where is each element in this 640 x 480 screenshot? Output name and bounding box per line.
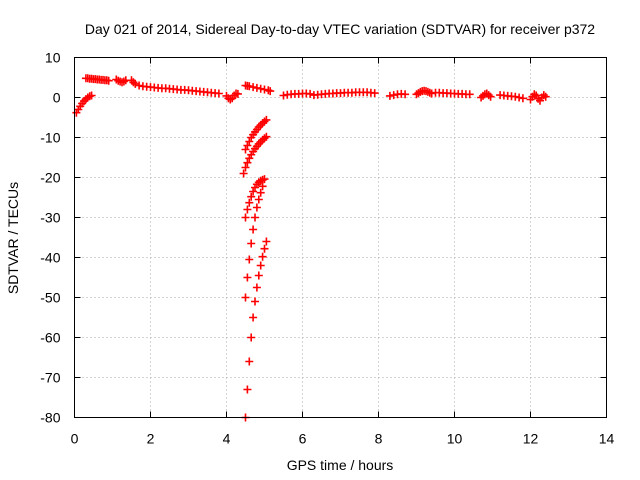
data-point	[251, 297, 259, 306]
series-arc-19	[241, 237, 271, 422]
data-point	[233, 89, 242, 98]
data-point	[256, 188, 265, 197]
x-tick-label: 4	[223, 431, 231, 447]
data-point	[245, 198, 254, 207]
data-point	[247, 239, 256, 248]
x-axis-label: GPS time / hours	[287, 457, 394, 473]
data-point	[251, 213, 259, 222]
data-point	[370, 89, 379, 98]
data-point	[243, 141, 252, 150]
data-point	[241, 163, 250, 172]
series-arc-18	[241, 182, 267, 302]
data-point	[249, 313, 258, 322]
data-point	[266, 87, 275, 96]
x-tick-label: 6	[299, 431, 307, 447]
data-point	[131, 79, 140, 88]
data-point	[260, 244, 269, 253]
data-point	[262, 115, 271, 124]
data-point	[254, 271, 263, 280]
data-point	[252, 283, 261, 292]
data-point	[258, 182, 267, 191]
chart-title: Day 021 of 2014, Sidereal Day-to-day VTE…	[85, 21, 595, 37]
y-tick-label: -60	[40, 330, 60, 346]
data-point	[401, 90, 410, 99]
data-point	[541, 92, 550, 101]
data-point	[245, 357, 254, 366]
plot-frame	[74, 57, 607, 418]
series-arc-6	[241, 81, 275, 96]
series-arc-17	[241, 175, 269, 222]
data-point	[241, 293, 250, 302]
x-tick-label: 2	[147, 431, 155, 447]
series-arc-9	[385, 89, 410, 100]
data-point	[256, 261, 265, 270]
y-tick-label: -20	[40, 170, 60, 186]
data-point	[486, 92, 495, 101]
y-tick-label: -30	[40, 210, 60, 226]
x-tick-label: 8	[375, 431, 383, 447]
series-arc-14	[526, 90, 550, 105]
data-point	[254, 195, 263, 204]
data-point	[518, 94, 527, 103]
data-point	[243, 205, 252, 214]
y-tick-label: -10	[40, 130, 60, 146]
series-arc-7	[279, 89, 315, 100]
data-markers	[72, 74, 550, 422]
x-tick-label: 14	[599, 431, 615, 447]
data-point	[262, 237, 271, 246]
data-point	[260, 175, 269, 184]
x-tick-label: 10	[447, 431, 463, 447]
y-tick-label: 10	[45, 50, 61, 66]
series-arc-2	[81, 74, 113, 85]
data-point	[87, 91, 96, 100]
data-point	[247, 333, 256, 342]
series-arc-16	[239, 132, 271, 178]
x-tick-label: 0	[71, 431, 79, 447]
data-point	[119, 77, 128, 86]
data-point	[243, 385, 252, 394]
series-arc-12	[477, 89, 495, 102]
data-point	[245, 137, 254, 146]
data-point	[252, 203, 261, 212]
data-point	[247, 192, 256, 201]
data-point	[245, 255, 254, 264]
series-arc-4	[127, 76, 223, 98]
data-point	[249, 187, 258, 196]
data-point	[465, 90, 474, 99]
data-point	[306, 89, 315, 98]
series-arc-15	[241, 115, 271, 154]
series-arc-8	[309, 88, 379, 100]
series-arc-11	[431, 88, 474, 99]
data-point	[243, 273, 252, 282]
y-axis: 10 0 -10 -20 -30 -40 -50 -60 -70 -80	[40, 50, 607, 426]
series-arc-3	[112, 75, 130, 87]
data-point	[241, 145, 250, 154]
data-point	[214, 89, 223, 98]
data-point	[104, 76, 113, 85]
y-tick-label: -40	[40, 250, 60, 266]
x-axis: 0 2 4 6 8 10 12 14	[71, 57, 615, 447]
data-point	[241, 213, 250, 222]
grid	[74, 57, 607, 418]
series-arc-5	[222, 89, 242, 104]
series-arc-13	[496, 91, 527, 103]
data-point	[262, 132, 271, 141]
y-tick-label: 0	[53, 90, 61, 106]
data-point	[243, 158, 252, 167]
y-tick-label: -50	[40, 290, 60, 306]
data-point	[258, 252, 267, 261]
y-axis-label: SDTVAR / TECUs	[5, 182, 21, 294]
data-point	[249, 225, 258, 234]
y-tick-label: -70	[40, 370, 60, 386]
data-point	[239, 169, 248, 178]
y-tick-label: -80	[40, 410, 60, 426]
series-arc-1	[72, 91, 96, 117]
x-tick-label: 12	[523, 431, 539, 447]
